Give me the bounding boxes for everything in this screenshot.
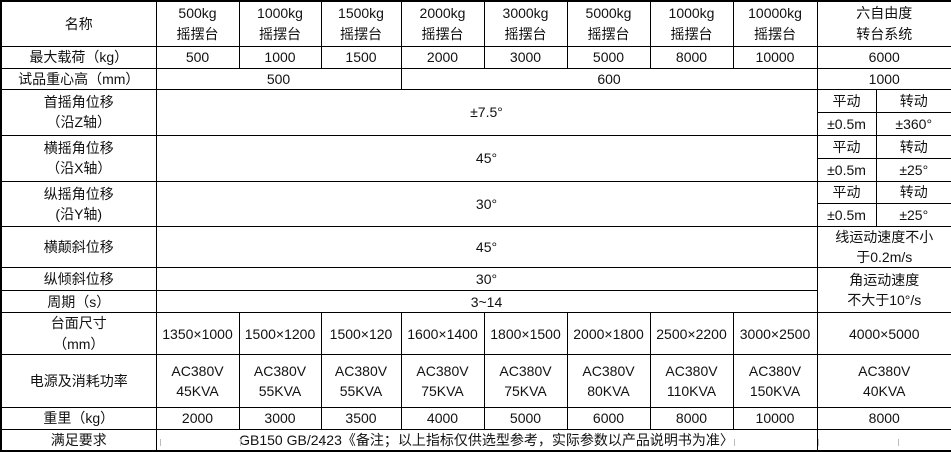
cell: AC380V 55KVA [320, 353, 402, 408]
cell: 4000×5000 [816, 312, 951, 355]
cell: 45° [155, 225, 818, 269]
cell: 1800×1500 [483, 312, 568, 355]
header-product: 500kg 摇摆台 [155, 0, 240, 47]
cell: 3000 [483, 45, 568, 69]
cell: 5000 [566, 45, 651, 69]
row-label: 纵摇角位移 (沿Y轴) [0, 180, 157, 227]
cell: 3~14 [155, 290, 818, 314]
cell: 600 [400, 67, 818, 90]
cell: 1000 [238, 45, 322, 69]
cell: 2000×1800 [566, 312, 651, 355]
row-label: 横摇角位移 （沿X轴） [0, 134, 157, 182]
row-yaw: 首摇角位移 （沿Z轴） ±7.5° 平动 转动 [0, 88, 951, 136]
cell: 转动 [875, 180, 951, 204]
cell: 转动 [875, 88, 951, 113]
cell: ±360° [875, 111, 951, 136]
row-period: 周期（s） 3~14 [0, 290, 951, 314]
cell: AC380V 110KVA [649, 353, 734, 408]
cell: ±0.5m [816, 157, 877, 182]
row-pitch: 纵摇角位移 (沿Y轴) 30° 平动 转动 [0, 180, 951, 227]
row-power: 电源及消耗功率 AC380V 45KVA AC380V 55KVA AC380V… [0, 353, 951, 408]
cell: 1000 [816, 67, 951, 90]
cell: 4000 [400, 406, 485, 430]
cell: 5000 [483, 406, 568, 430]
row-yaw-sub: ±0.5m ±360° [1, 111, 951, 136]
header-product: 1000kg 摇摆台 [649, 0, 734, 47]
cell: AC380V 55KVA [238, 353, 322, 408]
cell: 8000 [649, 45, 734, 69]
row-cg-height: 试品重心高（mm） 500 600 1000 [0, 67, 951, 90]
row-label: 首摇角位移 （沿Z轴） [0, 88, 157, 136]
cell: 8000 [649, 406, 734, 430]
cell: AC380V 45KVA [155, 353, 240, 408]
cell: 30° [155, 267, 818, 292]
cell: 平动 [816, 88, 877, 113]
header-product: 10000kg 摇摆台 [732, 0, 818, 47]
row-label: 横颠斜位移 [0, 225, 157, 269]
row-label: 周期（s） [0, 290, 157, 314]
cell: 2000 [155, 406, 240, 430]
row-max-load: 最大载荷（kg） 500 1000 1500 2000 3000 5000 80… [0, 45, 951, 69]
cell: 30° [155, 180, 818, 227]
cell: AC380V 150KVA [732, 353, 818, 408]
cell: 角运动速度 不大于10°/s [816, 267, 951, 314]
cell: 500 [155, 67, 402, 90]
gridline-stubs [0, 437, 951, 446]
cell: AC380V 40KVA [816, 353, 951, 408]
cell: AC380V 80KVA [566, 353, 651, 408]
cell: 3000×2500 [732, 312, 818, 355]
row-label: 最大载荷（kg） [0, 45, 157, 69]
header-product: 5000kg 摇摆台 [566, 0, 651, 47]
header-six-dof: 六自由度 转台系统 [816, 0, 951, 47]
cell: 转动 [875, 134, 951, 159]
cell: 1500 [320, 45, 402, 69]
header-name: 名称 [0, 0, 157, 47]
cell: 45° [155, 134, 818, 182]
cell: 3000 [238, 406, 322, 430]
cell: 线运动速度不小 于0.2m/s [816, 225, 951, 269]
cell: 6000 [566, 406, 651, 430]
cell: 平动 [816, 134, 877, 159]
cell: ±0.5m [816, 202, 877, 227]
row-long-tilt: 纵倾斜位移 30° 角运动速度 不大于10°/s [0, 267, 951, 314]
row-label: 纵倾斜位移 [0, 267, 157, 292]
cell: ±25° [875, 157, 951, 182]
row-label: 电源及消耗功率 [0, 353, 157, 408]
cell: 10000 [732, 406, 818, 430]
cell: AC380V 75KVA [483, 353, 568, 408]
cell: 10000 [732, 45, 818, 69]
cell: 500 [155, 45, 240, 69]
cell: 1500×120 [320, 312, 402, 355]
row-trans-tilt: 横颠斜位移 45° 线运动速度不小 于0.2m/s [0, 225, 951, 269]
row-pitch-sub: ±0.5m ±25° [1, 202, 951, 227]
cell: ±25° [875, 202, 951, 227]
header-product: 2000kg 摇摆台 [400, 0, 485, 47]
cell: 1350×1000 [155, 312, 240, 355]
cell: 1600×1400 [400, 312, 485, 355]
header-product: 1500kg 摇摆台 [320, 0, 402, 47]
header-row: 名称 500kg 摇摆台 1000kg 摇摆台 1500kg 摇摆台 2000k… [0, 0, 951, 47]
cell: 2000 [400, 45, 485, 69]
cell: ±0.5m [816, 111, 877, 136]
cell: 8000 [816, 406, 951, 430]
row-label: 台面尺寸 （mm） [0, 312, 157, 355]
row-roll: 横摇角位移 （沿X轴） 45° 平动 转动 [0, 134, 951, 182]
cell: 1500×1200 [238, 312, 322, 355]
cell: 3500 [320, 406, 402, 430]
cell: 6000 [816, 45, 951, 69]
row-weight: 重里（kg） 2000 3000 3500 4000 5000 6000 800… [0, 406, 951, 430]
row-table-size: 台面尺寸 （mm） 1350×1000 1500×1200 1500×120 1… [0, 312, 951, 355]
row-label: 试品重心高（mm） [0, 67, 157, 90]
header-product: 3000kg 摇摆台 [483, 0, 568, 47]
cell: 2500×2200 [649, 312, 734, 355]
cell: 平动 [816, 180, 877, 204]
cell: AC380V 75KVA [400, 353, 485, 408]
row-label: 重里（kg） [0, 406, 157, 430]
header-product: 1000kg 摇摆台 [238, 0, 322, 47]
cell: ±7.5° [155, 88, 818, 136]
